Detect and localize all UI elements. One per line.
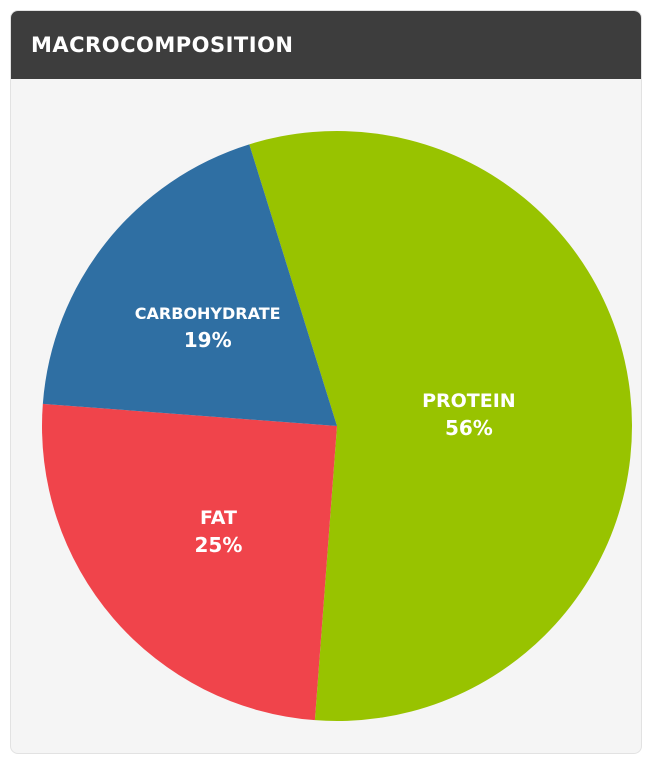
slice-value-protein: 56% (445, 416, 493, 440)
slice-label-fat: FAT (200, 507, 237, 529)
card-header: MACROCOMPOSITION (11, 11, 641, 79)
card-title: MACROCOMPOSITION (31, 33, 294, 57)
macrocomposition-card: MACROCOMPOSITION PROTEIN 56% FAT 25% CARBOHY… (10, 10, 642, 754)
slice-label-protein: PROTEIN (422, 390, 516, 412)
slice-value-fat: 25% (195, 533, 243, 557)
pie-chart: PROTEIN 56% FAT 25% CARBOHYDRATE 19% (11, 79, 642, 754)
pie-chart-container: PROTEIN 56% FAT 25% CARBOHYDRATE 19% (11, 79, 642, 754)
pie-slice-fat (42, 404, 337, 720)
slice-label-carbohydrate: CARBOHYDRATE (135, 304, 281, 323)
slice-value-carbohydrate: 19% (184, 328, 232, 352)
